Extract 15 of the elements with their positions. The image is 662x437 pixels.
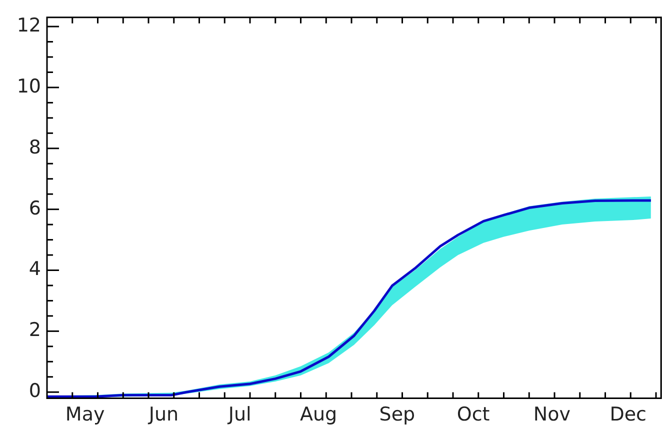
y-tick-label: 8 [28, 136, 41, 158]
x-tick-label: Jul [227, 404, 252, 426]
y-tick-label: 6 [28, 197, 41, 220]
x-tick-label: Sep [379, 404, 416, 426]
x-tick-label: Dec [610, 404, 646, 426]
y-tick-label: 4 [28, 258, 41, 280]
y-tick-label: 0 [28, 380, 41, 402]
x-tick-label: Aug [300, 404, 338, 426]
x-tick-label: Jun [148, 404, 179, 426]
y-tick-label: 2 [28, 319, 41, 342]
x-tick-label: May [65, 404, 105, 426]
x-tick-label: Oct [456, 404, 490, 426]
x-tick-label: Nov [533, 404, 571, 426]
y-tick-label: 12 [16, 14, 41, 36]
y-tick-label: 10 [16, 75, 41, 98]
